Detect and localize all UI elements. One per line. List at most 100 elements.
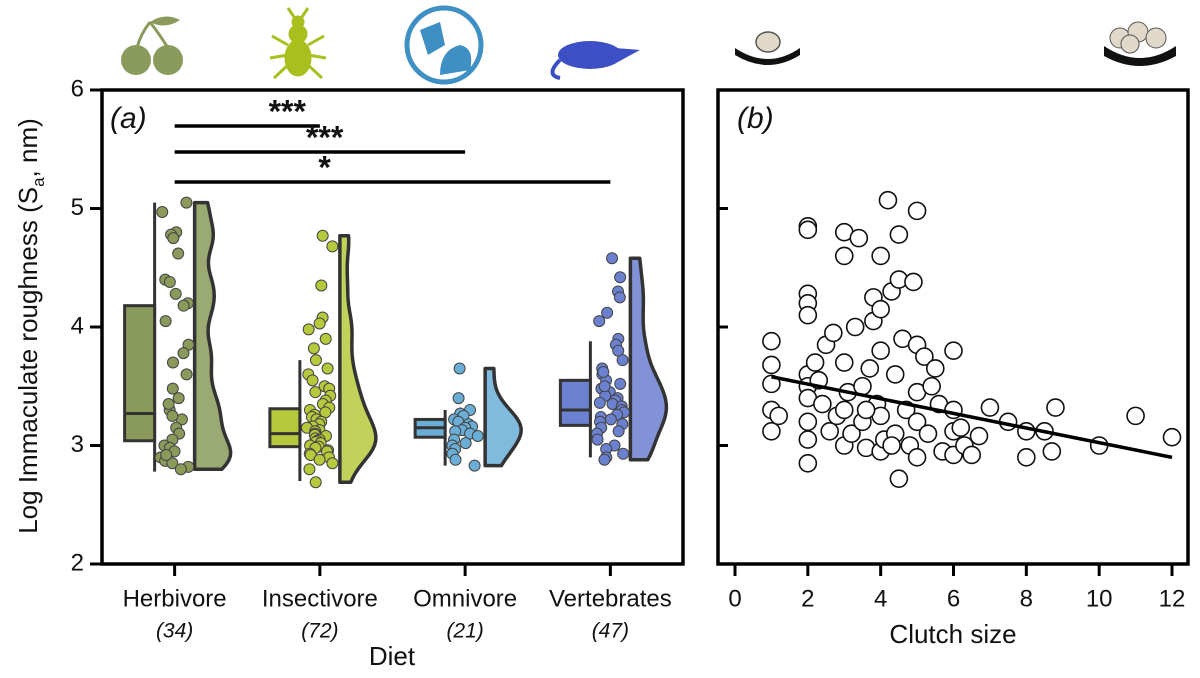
data-point	[309, 354, 322, 367]
plot-frame	[716, 88, 1190, 566]
data-point	[951, 418, 971, 438]
data-point	[306, 374, 319, 387]
data-point	[319, 332, 332, 345]
data-point	[172, 247, 185, 260]
data-point	[313, 317, 326, 330]
data-point	[1126, 406, 1145, 426]
data-point	[980, 398, 1000, 417]
data-point	[1046, 398, 1065, 417]
data-point	[316, 229, 329, 242]
data-point	[762, 374, 781, 394]
data-point	[606, 252, 619, 265]
x-tick-label: Insectivore	[262, 585, 378, 612]
data-point	[834, 246, 854, 266]
data-point	[166, 409, 179, 422]
data-point	[617, 447, 630, 460]
sample-size: (21)	[446, 620, 483, 643]
vertebrate-icon	[550, 41, 640, 80]
omnivore-icon	[404, 5, 484, 85]
data-point	[167, 232, 180, 245]
data-point	[162, 398, 175, 411]
data-point	[453, 362, 466, 375]
sample-size: (72)	[301, 620, 338, 643]
data-point	[174, 463, 187, 476]
data-point	[159, 315, 172, 328]
violin	[628, 256, 669, 462]
data-point	[798, 305, 818, 325]
data-point	[845, 317, 865, 337]
data-point	[613, 291, 626, 304]
y-axis-title-sub: a	[29, 177, 48, 187]
insectivore-icon	[269, 7, 327, 80]
data-point	[762, 421, 781, 441]
data-point	[813, 394, 832, 414]
data-point	[309, 476, 322, 489]
data-point	[907, 448, 927, 467]
data-point	[907, 201, 927, 221]
panel-label: (a)	[110, 102, 147, 135]
data-point	[593, 396, 606, 409]
x-tick-label: 10	[1086, 585, 1113, 612]
x-tick-label: 6	[947, 585, 960, 612]
data-point	[849, 228, 869, 248]
data-point	[889, 469, 909, 488]
data-point	[882, 436, 901, 455]
data-point	[449, 453, 462, 466]
x-tick-label: Omnivore	[413, 585, 517, 612]
data-point	[907, 412, 927, 432]
data-point	[597, 366, 610, 379]
data-point	[842, 424, 861, 443]
data-point	[1017, 448, 1036, 467]
x-tick-label: 4	[874, 585, 887, 612]
x-tick-label: Vertebrates	[549, 585, 672, 612]
x-tick-label: 2	[801, 585, 814, 612]
data-point	[962, 445, 982, 465]
significance-label: ***	[306, 119, 344, 155]
significance-label: ***	[269, 93, 307, 129]
data-point	[871, 299, 890, 319]
data-point	[326, 457, 339, 470]
large-nest-icon	[1104, 21, 1176, 66]
data-point	[878, 190, 898, 210]
herbivore-icon	[121, 16, 183, 75]
fit-line	[771, 375, 1173, 460]
x-tick-label: 8	[1020, 585, 1033, 612]
data-point	[798, 430, 818, 449]
violin	[192, 200, 233, 471]
data-point	[598, 380, 611, 393]
x-axis-title: Diet	[369, 641, 416, 671]
small-nest-icon	[735, 31, 800, 65]
data-point	[889, 225, 909, 244]
sample-size: (34)	[156, 620, 193, 643]
plot-frame	[100, 88, 685, 566]
data-point	[871, 246, 890, 266]
data-point	[769, 406, 789, 426]
data-point	[885, 365, 905, 384]
data-point	[166, 356, 179, 369]
data-point	[177, 299, 190, 312]
y-tick-label: 3	[71, 431, 84, 458]
data-point	[834, 353, 854, 372]
box	[123, 304, 157, 443]
data-point	[180, 196, 193, 209]
data-point	[614, 271, 627, 284]
data-point	[860, 359, 880, 378]
data-point	[798, 220, 818, 240]
data-point	[805, 353, 825, 372]
box	[558, 378, 592, 427]
data-point	[452, 392, 465, 405]
data-point	[459, 437, 472, 450]
data-point	[593, 315, 606, 328]
data-point	[309, 386, 322, 399]
data-point	[321, 362, 334, 375]
data-point	[604, 413, 617, 426]
violin	[338, 234, 378, 484]
x-tick-label: 12	[1159, 585, 1186, 612]
data-point	[904, 272, 923, 292]
data-point	[180, 368, 193, 381]
data-point	[616, 354, 629, 367]
y-axis-title: Log Immaculate roughness (Sa, nm)	[13, 118, 48, 534]
data-point	[824, 323, 843, 343]
data-point	[156, 206, 169, 219]
